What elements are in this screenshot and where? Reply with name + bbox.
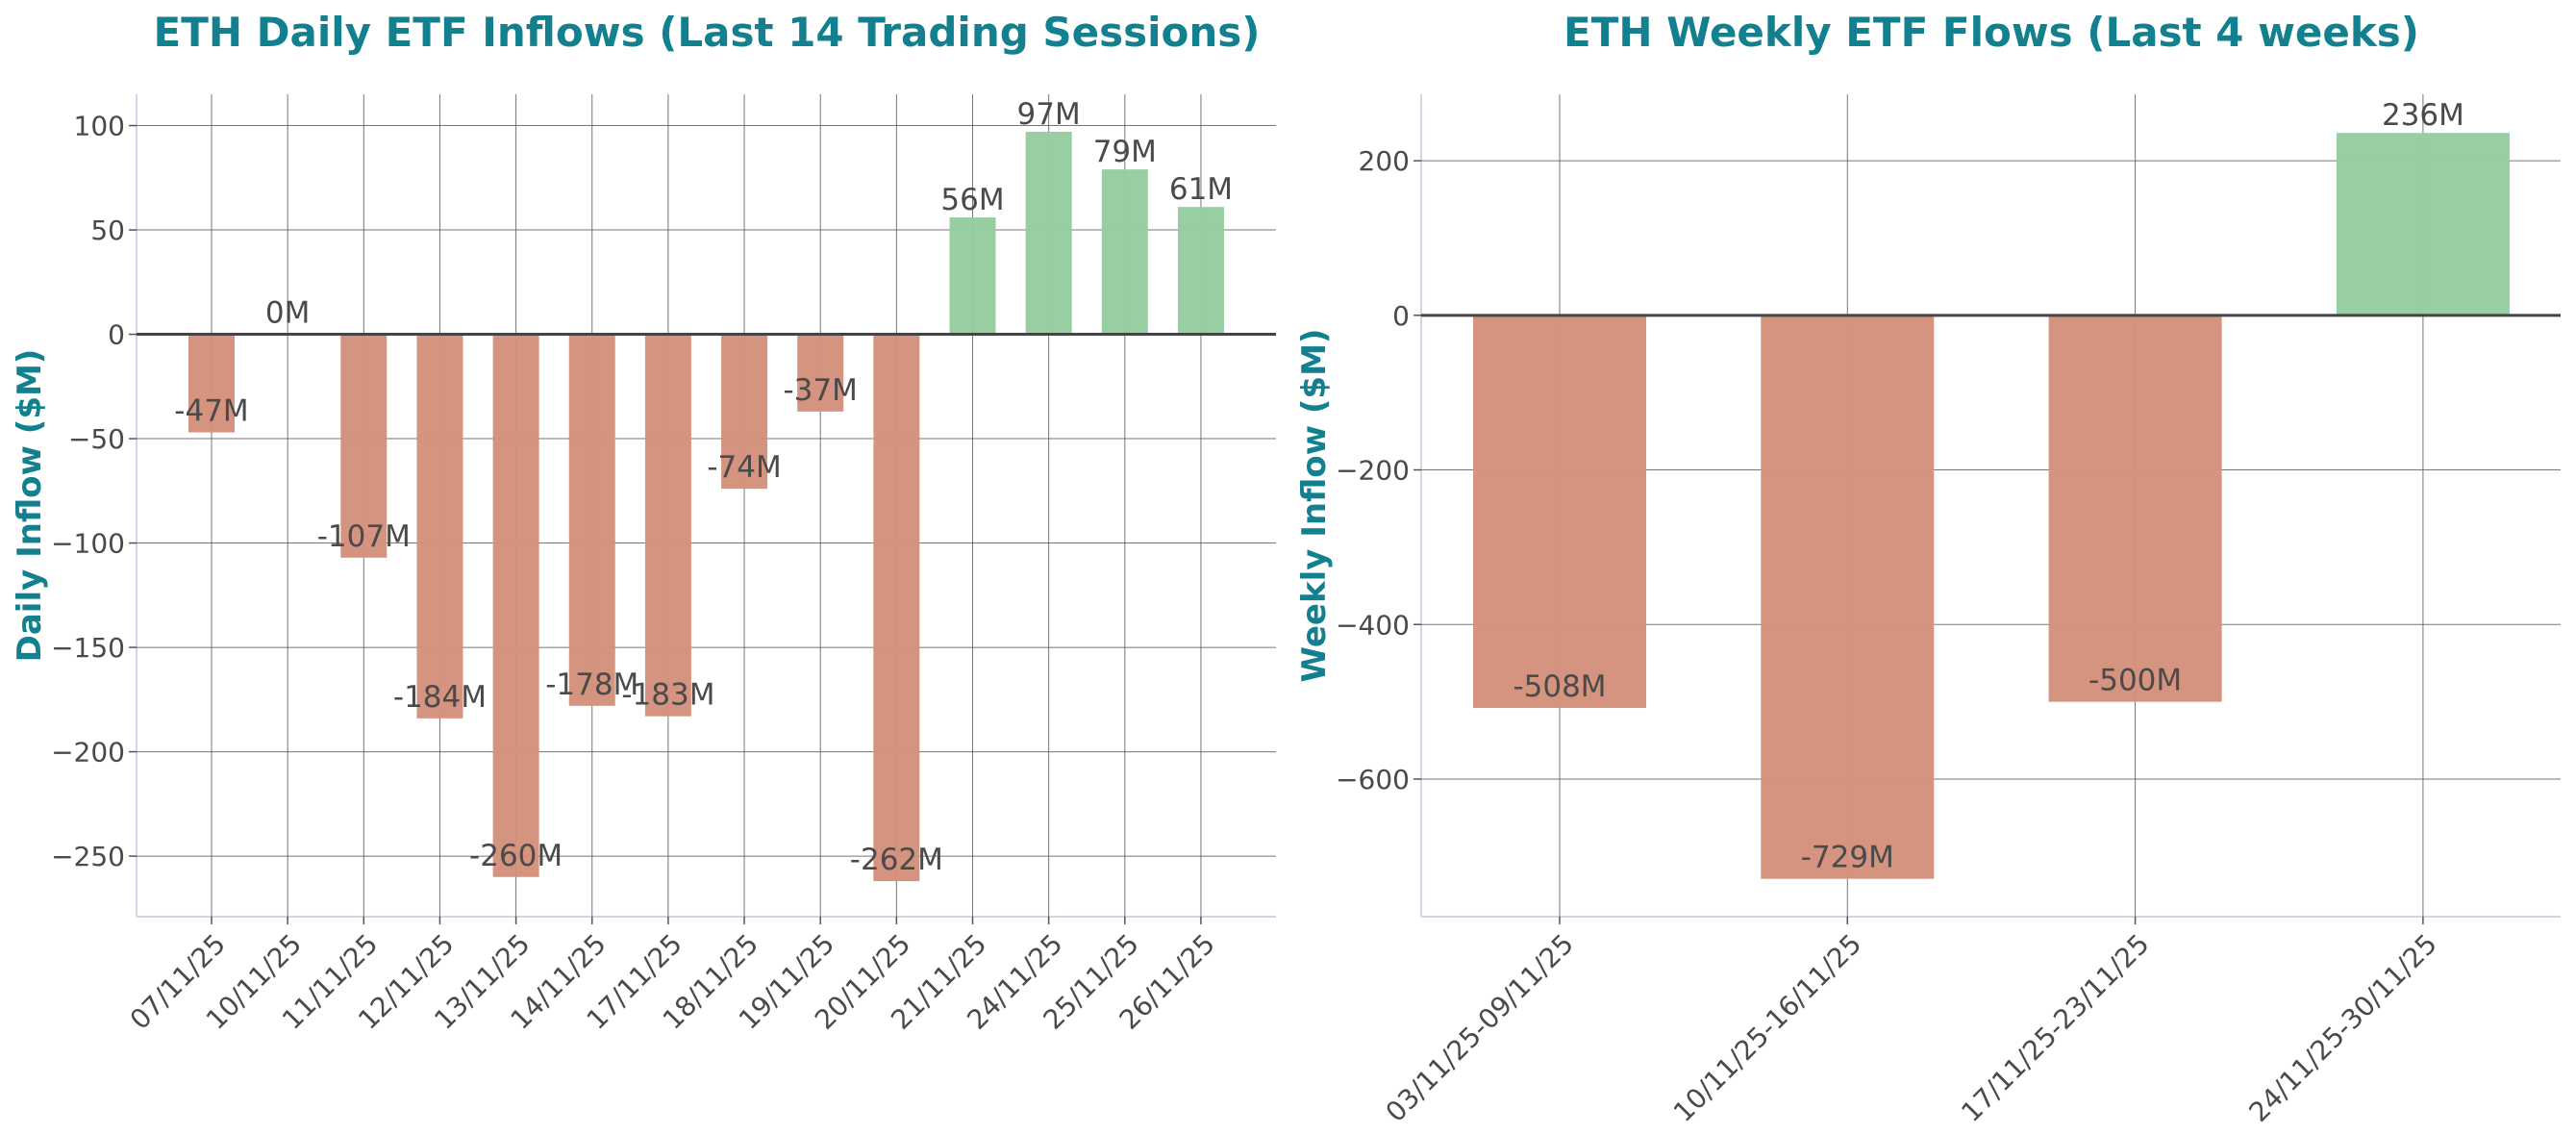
bar [1761, 315, 1935, 879]
bar [416, 334, 463, 719]
data-label: -500M [2088, 664, 2182, 698]
bar [492, 334, 539, 877]
y-tick-label: −600 [1336, 764, 1410, 795]
x-tick-label: 24/11/25-30/11/25 [2243, 928, 2443, 1128]
chart-title: ETH Weekly ETF Flows (Last 4 weeks) [1563, 9, 2419, 56]
data-label: 97M [1017, 97, 1081, 132]
y-tick-label: −200 [51, 737, 125, 769]
chart-title: ETH Daily ETF Inflows (Last 14 Trading S… [154, 9, 1261, 56]
bar [644, 334, 691, 717]
x-tick-label: 03/11/25-09/11/25 [1380, 928, 1580, 1128]
y-tick-label: 50 [90, 214, 125, 246]
bar [1473, 315, 1646, 709]
data-label: -47M [174, 394, 248, 429]
bar [2048, 315, 2222, 702]
data-label: -184M [393, 680, 487, 715]
data-label: -37M [784, 373, 858, 408]
y-tick-label: −400 [1336, 609, 1410, 641]
bar [1177, 207, 1224, 335]
y-tick-label: −250 [51, 841, 125, 872]
data-label: 236M [2382, 98, 2464, 133]
bar [949, 217, 996, 335]
bar [797, 334, 844, 412]
x-tick-label: 10/11/25-16/11/25 [1667, 928, 1867, 1128]
data-label: -107M [317, 519, 411, 554]
data-label: 56M [940, 183, 1004, 217]
y-tick-label: −50 [68, 423, 125, 455]
data-label: -508M [1513, 669, 1606, 704]
data-label: -262M [850, 843, 943, 877]
y-axis-label: Daily Inflow ($M) [11, 349, 49, 663]
data-label: 61M [1169, 172, 1233, 207]
data-label: -183M [621, 678, 714, 713]
y-tick-label: −150 [51, 632, 125, 664]
y-tick-label: 0 [108, 319, 125, 351]
data-label: 0M [265, 296, 310, 331]
bar [568, 334, 615, 706]
data-label: -74M [707, 450, 781, 485]
y-tick-label: 100 [74, 111, 125, 142]
y-axis-label: Weekly Inflow ($M) [1295, 329, 1334, 683]
bar [873, 334, 920, 882]
x-tick-label: 17/11/25-23/11/25 [1955, 928, 2155, 1128]
data-label: -260M [469, 839, 563, 873]
y-tick-label: −200 [1336, 455, 1410, 487]
data-label: 79M [1093, 135, 1157, 169]
y-tick-label: 0 [1392, 300, 1410, 332]
y-tick-label: −100 [51, 528, 125, 560]
bar [340, 334, 388, 558]
bar [2336, 133, 2510, 315]
bar [1025, 132, 1072, 335]
data-label: -729M [1801, 841, 1894, 875]
bar [188, 334, 235, 433]
bar [721, 334, 768, 490]
y-tick-label: 200 [1359, 145, 1410, 177]
data-label: -178M [545, 668, 638, 702]
bar [1101, 169, 1148, 335]
